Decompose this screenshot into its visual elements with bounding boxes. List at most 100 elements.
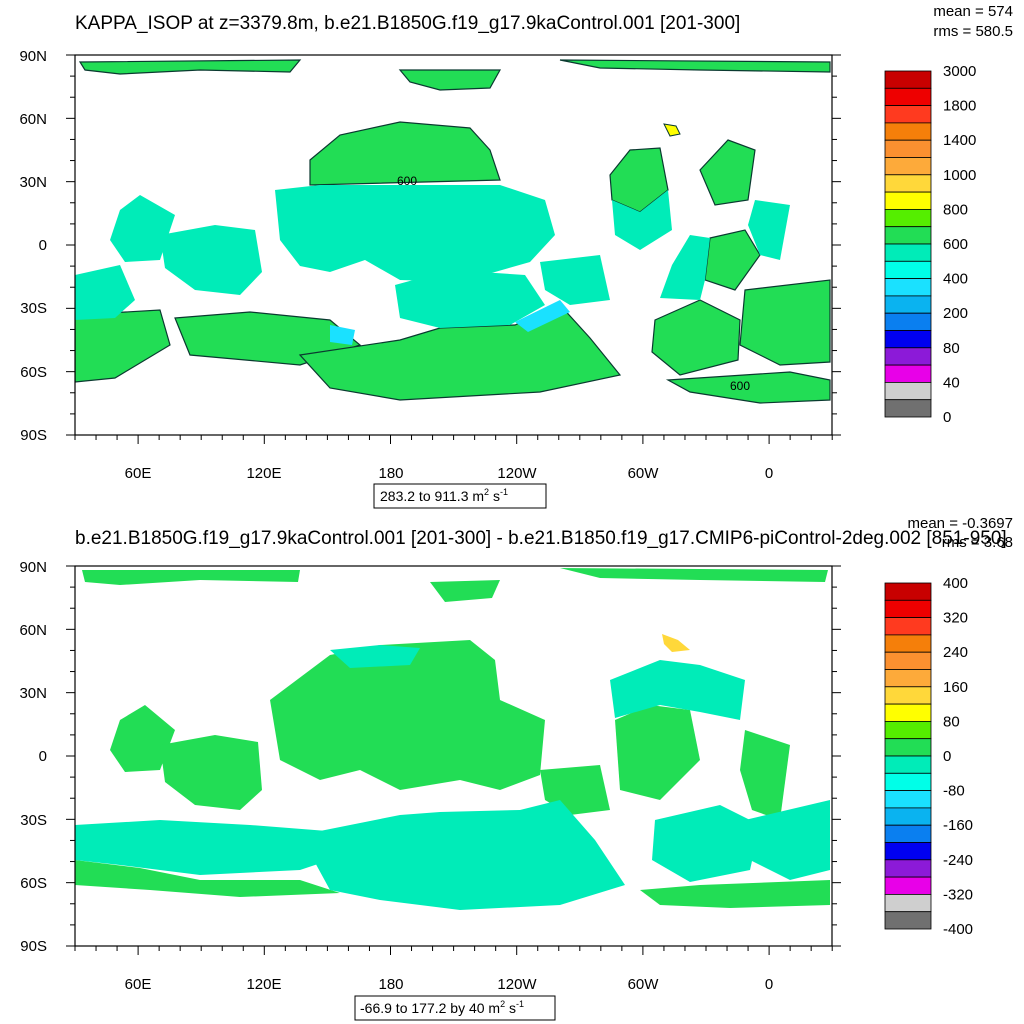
range-box-bottom xyxy=(354,995,556,1021)
map1-south-east xyxy=(739,279,831,366)
panel-bottom-range-label: -66.9 to 177.2 by 40 m2 s-1 xyxy=(354,995,556,1021)
panel-top-x-labels: 60E 120E 180 120W 60W 0 xyxy=(125,465,774,482)
map1-south-indian-west xyxy=(75,309,171,383)
p2-colorbar-swatch-17 xyxy=(884,876,932,895)
xtick-120w: 120W xyxy=(497,465,537,482)
panel-top-title: KAPPA_ISOP at z=3379.8m, b.e21.B1850G.f1… xyxy=(75,13,740,34)
map1-indian-basin xyxy=(160,225,262,295)
map1-west-edge-basin xyxy=(75,265,135,320)
ytick2-90s: 90S xyxy=(20,938,47,955)
map1-norwegian-sea xyxy=(699,139,756,206)
panel-bottom-mean: mean = -0.3697 xyxy=(908,515,1014,532)
p1-colorbar-swatch-13 xyxy=(884,295,932,314)
map1-south-indian xyxy=(174,311,362,366)
p1-colorbar-swatch-3 xyxy=(884,122,932,141)
map1-southern-ocean xyxy=(298,304,622,401)
map2-south-east-basin xyxy=(745,800,830,880)
p1-colorbar-swatch-11 xyxy=(884,260,932,279)
ytick2-90n: 90N xyxy=(19,559,47,576)
panel-top-y-labels: 90N 60N 30N 0 30S 60S 90S xyxy=(19,48,47,444)
p1-colorbar-swatch-4 xyxy=(884,139,932,158)
xtick-180: 180 xyxy=(378,465,403,482)
p1-colorbar-label-10: 0 xyxy=(943,409,951,426)
xtick2-0: 0 xyxy=(765,976,773,993)
p1-colorbar-swatch-5 xyxy=(884,157,932,176)
ytick-30s: 30S xyxy=(20,300,47,317)
p1-colorbar-swatch-8 xyxy=(884,208,932,228)
p2-colorbar-swatch-14 xyxy=(884,824,932,843)
p1-colorbar-label-2: 1400 xyxy=(943,132,976,149)
p1-colorbar-swatch-16 xyxy=(884,347,932,366)
p1-colorbar-swatch-17 xyxy=(884,364,932,383)
p2-colorbar-swatch-0 xyxy=(884,582,932,601)
p2-colorbar-swatch-4 xyxy=(884,651,932,670)
xtick2-60w: 60W xyxy=(628,976,660,993)
xtick-60e: 60E xyxy=(125,465,152,482)
map1-north-central-basin xyxy=(275,185,555,282)
ytick-90s: 90S xyxy=(20,427,47,444)
p1-colorbar-swatch-2 xyxy=(884,105,932,124)
p2-colorbar-swatch-2 xyxy=(884,617,932,636)
p2-colorbar-swatch-3 xyxy=(884,634,932,653)
p2-colorbar-label-1: 320 xyxy=(943,610,968,627)
p2-colorbar-swatch-6 xyxy=(884,686,932,705)
p1-colorbar-swatch-15 xyxy=(884,330,932,349)
xtick2-60e: 60E xyxy=(125,976,152,993)
range-box-top xyxy=(373,483,547,509)
map1-arabian-basin xyxy=(110,195,175,262)
p2-colorbar-label-0: 400 xyxy=(943,575,968,592)
p1-colorbar-swatch-10 xyxy=(884,243,932,262)
p2-colorbar-swatch-8 xyxy=(884,721,932,740)
ytick-60n: 60N xyxy=(19,111,47,128)
p2-colorbar-label-9: -320 xyxy=(943,886,973,903)
p2-colorbar-label-8: -240 xyxy=(943,852,973,869)
p1-colorbar-label-4: 800 xyxy=(943,201,968,218)
p2-colorbar-label-3: 160 xyxy=(943,679,968,696)
ytick2-60s: 60S xyxy=(20,875,47,892)
panel-top: KAPPA_ISOP at z=3379.8m, b.e21.B1850G.f1… xyxy=(19,3,1013,509)
ytick2-30s: 30S xyxy=(20,812,47,829)
p2-colorbar-swatch-11 xyxy=(884,772,932,791)
map2-south-indian-basin xyxy=(75,820,360,875)
panel-top-tick-marks xyxy=(66,54,841,444)
map2-pacific xyxy=(270,640,545,790)
panel-top-range-label: 283.2 to 911.3 m2 s-1 xyxy=(373,483,547,509)
map1-west-atlantic-basin xyxy=(612,190,672,250)
p2-colorbar-swatch-5 xyxy=(884,669,932,688)
ytick-30n: 30N xyxy=(19,174,47,191)
ytick-0: 0 xyxy=(39,237,47,254)
panel-bottom-colorbar: 400 320 240 160 80 0 -80 -160 -240 -320 -400 xyxy=(884,575,973,938)
p2-colorbar-swatch-18 xyxy=(884,894,932,913)
map2-north-pacific-patch xyxy=(330,645,420,668)
p1-colorbar-label-8: 80 xyxy=(943,340,960,357)
xtick-120e: 120E xyxy=(246,465,281,482)
panel-top-mean: mean = 574 xyxy=(933,3,1013,20)
contour-label-2: 600 xyxy=(730,379,750,393)
p2-colorbar-swatch-16 xyxy=(884,859,932,878)
map1-east-pacific-basin xyxy=(540,255,610,305)
p1-colorbar-swatch-6 xyxy=(884,174,932,193)
map1-shelf-strip xyxy=(330,325,355,345)
p1-colorbar-swatch-14 xyxy=(884,312,932,331)
ytick2-0: 0 xyxy=(39,748,47,765)
xtick2-120w: 120W xyxy=(497,976,537,993)
panel-top-map xyxy=(75,59,831,404)
panel-bottom-x-labels: 60E 120E 180 120W 60W 0 xyxy=(125,976,774,993)
map1-south-pacific-basin xyxy=(395,270,545,328)
map1-arctic-siberia xyxy=(398,69,502,91)
map2-subpolar-atlantic-basin xyxy=(610,660,745,720)
map1-antarctic-rim xyxy=(665,371,831,404)
map2-east-atlantic xyxy=(740,730,790,820)
p1-colorbar-label-9: 40 xyxy=(943,374,960,391)
p1-colorbar-label-5: 600 xyxy=(943,236,968,253)
p1-colorbar-label-7: 200 xyxy=(943,305,968,322)
map2-arctic-siberia xyxy=(430,580,500,602)
p2-colorbar-label-6: -80 xyxy=(943,783,965,800)
range-text-bottom: -66.9 to 177.2 by 40 m2 s-1 xyxy=(360,999,524,1016)
range-text-top: 283.2 to 911.3 m2 s-1 xyxy=(380,487,508,504)
ytick-60s: 60S xyxy=(20,364,47,381)
p2-colorbar-swatch-15 xyxy=(884,842,932,861)
panel-bottom-title: b.e21.B1850G.f19_g17.9kaControl.001 [201… xyxy=(75,528,1007,549)
